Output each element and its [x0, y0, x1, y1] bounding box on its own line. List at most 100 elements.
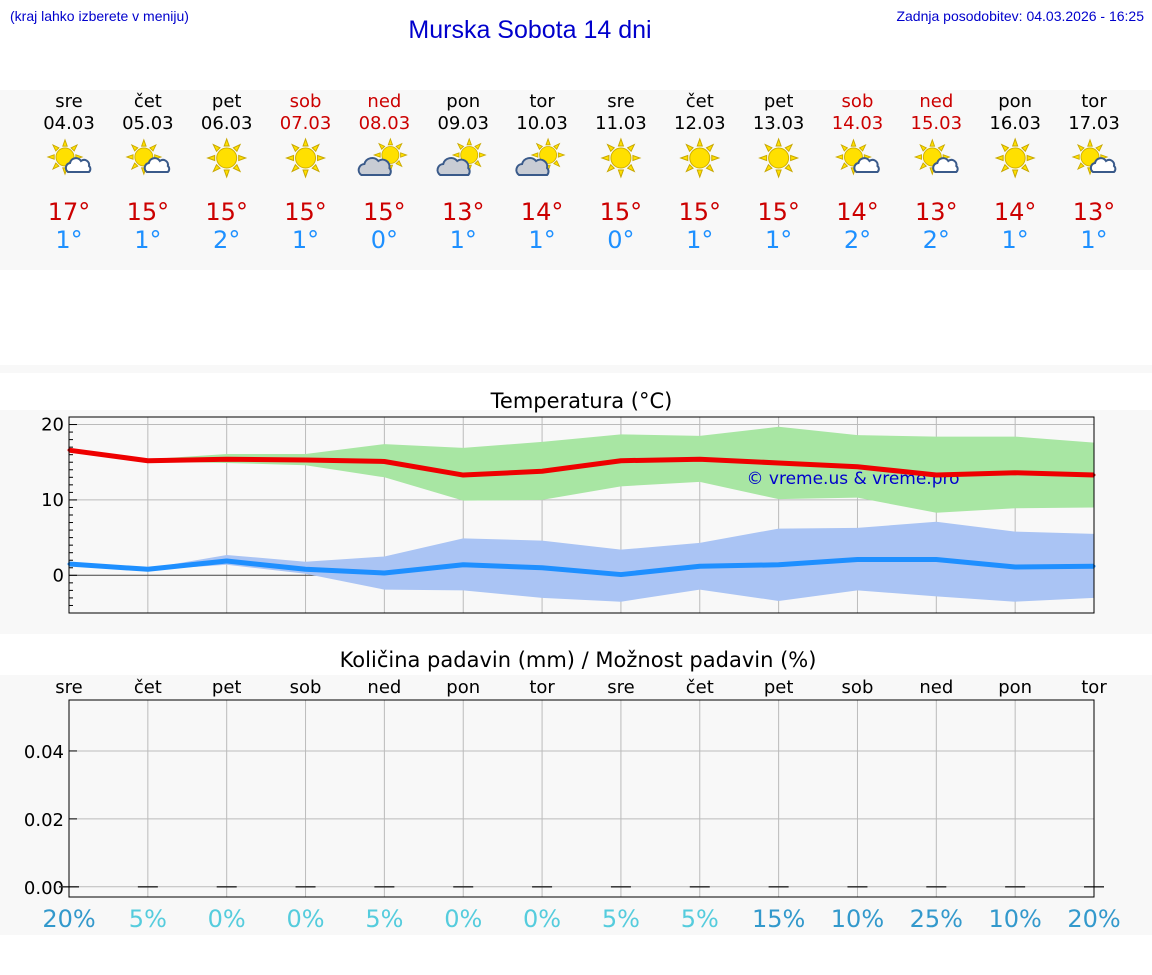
day-date: 06.03	[201, 113, 253, 134]
day-date: 16.03	[989, 113, 1041, 134]
precipitation-chance: 0%	[286, 905, 324, 933]
sun-icon	[995, 138, 1035, 178]
temp-min: 1°	[686, 226, 713, 254]
precipitation-chance: 5%	[681, 905, 719, 933]
min-temperature-line-point	[698, 564, 702, 568]
precipitation-day-label: pet	[212, 677, 242, 698]
max-temperature-line-point	[146, 459, 150, 463]
precipitation-bar	[1005, 886, 1026, 888]
precipitation-chance: 20%	[42, 905, 95, 933]
day-name: sob	[290, 91, 322, 112]
day-date: 08.03	[359, 113, 411, 134]
precipitation-day-label: sre	[55, 677, 82, 698]
precipitation-bar	[689, 886, 710, 888]
temp-min: 1°	[292, 226, 319, 254]
temperature-title: Temperatura (°C)	[490, 389, 673, 413]
temp-max: 14°	[836, 198, 879, 226]
precipitation-bar	[374, 886, 395, 888]
temp-max: 15°	[363, 198, 406, 226]
precipitation-bar	[610, 886, 631, 888]
precipitation-chance: 15%	[752, 905, 805, 933]
precipitation-ytick-label: 0.04	[24, 742, 64, 763]
day-date: 15.03	[911, 113, 963, 134]
precipitation-bar	[137, 886, 158, 888]
day-date: 09.03	[437, 113, 489, 134]
precipitation-chance: 0%	[444, 905, 482, 933]
temp-min: 1°	[134, 226, 161, 254]
day-name: tor	[529, 91, 555, 112]
min-temperature-line-point	[855, 557, 859, 561]
sun-cloud-icon	[1072, 139, 1117, 175]
temp-min: 1°	[55, 226, 82, 254]
precipitation-chance: 5%	[365, 905, 403, 933]
temp-max: 15°	[205, 198, 248, 226]
day-date: 05.03	[122, 113, 174, 134]
min-temperature-line-point	[934, 557, 938, 561]
temperature-ytick-label: 10	[41, 490, 64, 511]
max-temperature-line-point	[934, 473, 938, 477]
precipitation-bar	[847, 886, 868, 888]
precipitation-day-label: ned	[919, 677, 953, 698]
max-temperature-line-point	[698, 457, 702, 461]
precipitation-day-label: pon	[446, 677, 480, 698]
separator-band	[0, 365, 1152, 373]
min-temperature-line-point	[540, 566, 544, 570]
min-temperature-line-point	[619, 573, 623, 577]
day-name: ned	[919, 91, 953, 112]
day-date: 04.03	[43, 113, 95, 134]
day-name: čet	[686, 91, 714, 112]
precipitation-day-label: sre	[607, 677, 634, 698]
precipitation-bar	[295, 886, 316, 888]
sun-cloud-icon	[914, 139, 959, 175]
precipitation-chance: 10%	[988, 905, 1041, 933]
temp-max: 13°	[442, 198, 485, 226]
day-date: 10.03	[516, 113, 568, 134]
min-temperature-line-point	[304, 567, 308, 571]
temp-max: 14°	[521, 198, 564, 226]
temp-max: 15°	[678, 198, 721, 226]
precipitation-bar	[926, 886, 947, 888]
temp-min: 2°	[213, 226, 240, 254]
temp-min: 1°	[765, 226, 792, 254]
temperature-plot-frame	[68, 416, 1095, 614]
precipitation-title: Količina padavin (mm) / Možnost padavin …	[340, 648, 817, 672]
day-name: ned	[367, 91, 401, 112]
precipitation-day-label: čet	[134, 677, 162, 698]
min-temperature-line-point	[1013, 565, 1017, 569]
precipitation-chance: 0%	[208, 905, 246, 933]
min-temperature-line-point	[777, 563, 781, 567]
precipitation-chance: 10%	[831, 905, 884, 933]
temp-max: 13°	[915, 198, 958, 226]
cloud-sun-icon	[357, 138, 407, 176]
day-date: 07.03	[280, 113, 332, 134]
precipitation-bar	[453, 886, 474, 888]
location-hint: (kraj lahko izberete v meniju)	[10, 8, 189, 24]
max-temperature-line-point	[382, 459, 386, 463]
max-temperature-line-point	[855, 465, 859, 469]
precipitation-ytick-label: 0.00	[24, 878, 64, 899]
day-name: sre	[607, 91, 634, 112]
max-temperature-line-point	[1013, 471, 1017, 475]
temp-max: 17°	[48, 198, 91, 226]
day-name: tor	[1081, 91, 1107, 112]
sun-icon	[601, 138, 641, 178]
precipitation-bar	[768, 886, 789, 888]
forecast-band	[0, 90, 1152, 270]
day-date: 12.03	[674, 113, 726, 134]
precipitation-chance: 5%	[602, 905, 640, 933]
max-temperature-line-point	[225, 457, 229, 461]
precipitation-day-label: pet	[764, 677, 794, 698]
temp-min: 1°	[528, 226, 555, 254]
day-name: pon	[998, 91, 1032, 112]
temp-min: 1°	[1080, 226, 1107, 254]
temp-min: 1°	[1002, 226, 1029, 254]
min-temperature-line-point	[225, 559, 229, 563]
precipitation-ytick-label: 0.02	[24, 810, 64, 831]
temperature-ytick-label: 20	[41, 415, 64, 436]
temp-max: 13°	[1073, 198, 1116, 226]
day-date: 13.03	[753, 113, 805, 134]
day-name: pet	[212, 91, 242, 112]
precipitation-day-label: sob	[290, 677, 322, 698]
sun-icon	[286, 138, 326, 178]
